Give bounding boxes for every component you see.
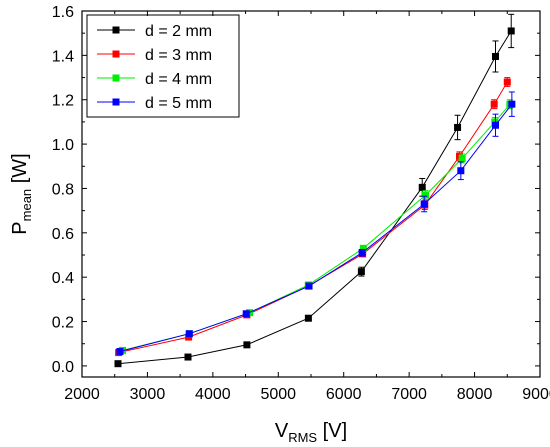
- legend-marker: [112, 26, 120, 34]
- x-tick-label: 2000: [64, 386, 100, 403]
- data-point: [185, 330, 193, 338]
- x-axis-title: VRMS [V]: [275, 420, 347, 445]
- data-point: [184, 353, 192, 361]
- data-point: [492, 52, 500, 60]
- series-line-1: [118, 81, 508, 354]
- data-point: [116, 347, 124, 355]
- y-tick-label: 0.4: [52, 270, 74, 287]
- data-point: [243, 341, 251, 349]
- plot-content: [114, 13, 516, 368]
- data-point: [454, 123, 462, 131]
- legend-box: [86, 14, 240, 118]
- legend-label: d = 2 mm: [145, 23, 212, 40]
- data-point: [358, 249, 366, 257]
- y-axis-title: Pmean [W]: [9, 153, 34, 234]
- legend-marker: [112, 74, 120, 82]
- data-point: [114, 360, 122, 368]
- legend-label: d = 5 mm: [145, 95, 212, 112]
- data-point: [422, 191, 429, 199]
- legend-label: d = 4 mm: [145, 71, 212, 88]
- x-tick-label: 3000: [130, 386, 166, 403]
- data-point: [458, 155, 466, 163]
- y-tick-label: 1.4: [52, 48, 74, 65]
- legend-marker: [112, 98, 120, 106]
- y-tick-label: 0.0: [52, 359, 74, 376]
- data-point: [305, 282, 313, 290]
- x-tick-label: 6000: [326, 386, 362, 403]
- x-tick-label: 7000: [391, 386, 427, 403]
- series-line-3: [119, 103, 513, 352]
- y-tick-label: 0.8: [52, 181, 74, 198]
- legend-marker: [112, 50, 120, 58]
- data-point: [507, 27, 515, 35]
- data-point: [418, 183, 426, 191]
- y-tick-label: 1.2: [52, 93, 74, 110]
- data-point: [242, 310, 250, 318]
- data-point: [490, 100, 498, 108]
- series-line-2: [122, 103, 511, 351]
- data-point: [508, 100, 516, 108]
- data-point: [457, 167, 465, 175]
- y-tick-label: 0.6: [52, 226, 74, 243]
- data-point: [357, 268, 365, 276]
- x-tick-label: 8000: [457, 386, 493, 403]
- data-point: [359, 244, 367, 252]
- y-tick-label: 1.6: [52, 4, 74, 21]
- x-tick-label: 4000: [195, 386, 231, 403]
- legend: d = 2 mm d = 3 mm d = 4 mm d = 5 mm: [86, 14, 240, 118]
- data-point: [304, 314, 312, 322]
- y-tick-label: 1.0: [52, 137, 74, 154]
- data-point: [420, 200, 428, 208]
- legend-label: d = 3 mm: [145, 47, 212, 64]
- x-tick-label: 5000: [260, 386, 296, 403]
- data-point: [503, 78, 511, 86]
- y-tick-label: 0.2: [52, 315, 74, 332]
- data-point: [492, 121, 500, 129]
